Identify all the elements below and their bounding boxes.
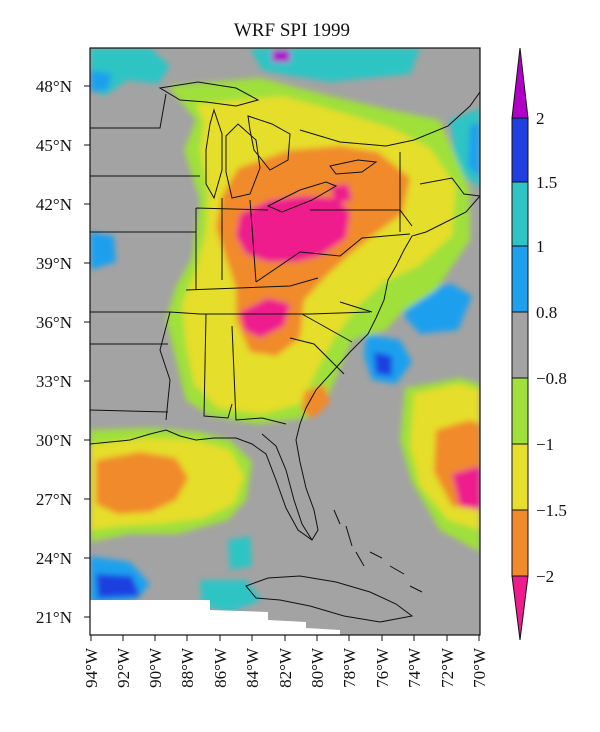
colorbar-label: 0.8 xyxy=(536,303,557,322)
lon-tick-label: 78°W xyxy=(340,647,359,688)
lon-tick-label: 70°W xyxy=(470,647,489,688)
atlantic-coast xyxy=(90,195,480,541)
borders xyxy=(90,81,480,635)
colorbar-top-triangle xyxy=(511,47,529,119)
bahamas xyxy=(333,509,423,593)
colorbar-label: −1 xyxy=(536,435,554,454)
lake-erie xyxy=(266,181,338,213)
lon-tick-label: 90°W xyxy=(146,647,165,688)
canada-border xyxy=(90,91,480,147)
colorbar: 2 1.5 1 0.8 −0.8 −1 −1.5 −2 xyxy=(511,47,567,641)
florida xyxy=(261,433,313,541)
dry-area-magenta-3 xyxy=(240,298,290,338)
lon-tick-label: 92°W xyxy=(114,647,133,688)
lat-tick-label: 21°N xyxy=(36,608,72,627)
lake-huron xyxy=(247,115,291,171)
wet-area-cuba-west xyxy=(200,580,262,612)
lake-superior xyxy=(158,81,260,107)
wet-area-north xyxy=(250,48,420,82)
lat-tick-label: 48°N xyxy=(36,77,72,96)
lon-tick-label: 74°W xyxy=(405,647,424,688)
dry-area-magenta xyxy=(236,196,350,262)
lon-tick-label: 88°W xyxy=(178,647,197,688)
colorbar-bin xyxy=(511,377,529,445)
state-lines xyxy=(90,152,480,425)
lat-tick-label: 24°N xyxy=(36,549,72,568)
lat-tick-label: 30°N xyxy=(36,431,72,450)
wet-area-ne-blue xyxy=(468,122,480,178)
wet-area-carolina-core xyxy=(374,352,392,376)
lat-tick-label: 45°N xyxy=(36,136,72,155)
lon-tick-label: 84°W xyxy=(243,647,262,688)
lon-tick-label: 72°W xyxy=(438,647,457,688)
map-panel xyxy=(90,48,480,635)
wet-area-gulf-sw-core xyxy=(96,574,140,598)
wet-area-west xyxy=(90,232,116,270)
colorbar-bin xyxy=(511,117,529,183)
colorbar-label: 2 xyxy=(536,109,545,128)
colorbar-bin xyxy=(511,181,529,247)
dry-area-magenta-2 xyxy=(330,184,352,204)
wet-area-nw-dark xyxy=(90,70,112,92)
cuba xyxy=(245,575,414,623)
colorbar-bottom-triangle xyxy=(511,575,529,641)
colorbar-label: −1.5 xyxy=(536,501,567,520)
lat-tick-label: 36°N xyxy=(36,313,72,332)
colorbar-bin xyxy=(511,245,529,313)
lat-tick-label: 33°N xyxy=(36,372,72,391)
lon-tick-label: 86°W xyxy=(211,647,230,688)
wet-area-mid-gulf xyxy=(228,536,252,570)
lon-tick-label: 94°W xyxy=(82,647,101,688)
colorbar-label: −0.8 xyxy=(536,369,567,388)
colorbar-label: −2 xyxy=(536,567,554,586)
spi-field xyxy=(90,48,480,612)
dry-area-orange-coast xyxy=(302,384,330,418)
lon-axis: 94°W 92°W 90°W 88°W 86°W 84°W 82°W 80°W … xyxy=(82,635,489,688)
colorbar-label: 1 xyxy=(536,237,545,256)
lon-tick-label: 76°W xyxy=(373,647,392,688)
lat-axis: 48°N 45°N 42°N 39°N 36°N 33°N 30°N 27°N … xyxy=(36,77,90,627)
dry-area-orange-gulf xyxy=(96,452,188,514)
wet-area-north-purple xyxy=(272,50,290,62)
lat-tick-label: 27°N xyxy=(36,490,72,509)
colorbar-label: 1.5 xyxy=(536,173,557,192)
lake-ontario xyxy=(329,159,378,175)
lat-tick-label: 39°N xyxy=(36,254,72,273)
colorbar-bin xyxy=(511,311,529,379)
lat-tick-label: 42°N xyxy=(36,195,72,214)
lake-michigan xyxy=(205,108,223,200)
michigan xyxy=(225,123,261,199)
lon-tick-label: 82°W xyxy=(276,647,295,688)
wet-area-nw xyxy=(90,48,170,96)
colorbar-bin xyxy=(511,509,529,577)
colorbar-bin xyxy=(511,443,529,511)
dry-area-magenta-se xyxy=(452,466,480,510)
lon-tick-label: 80°W xyxy=(308,647,327,688)
no-data-area xyxy=(90,600,340,635)
figure-title: WRF SPI 1999 xyxy=(234,20,350,41)
